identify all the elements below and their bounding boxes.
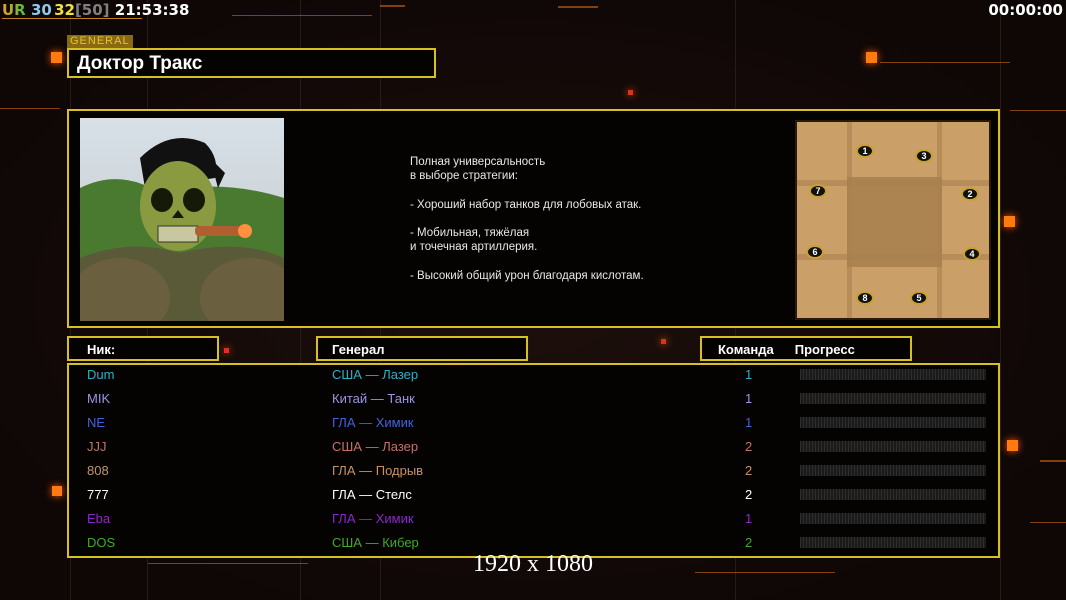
player-nick: Dum (87, 367, 115, 382)
player-team: 2 (745, 439, 753, 454)
spawn-8: 8 (856, 291, 874, 305)
player-row[interactable]: JJJ США — Лазер 2 (69, 437, 998, 461)
player-nick: 777 (87, 487, 109, 502)
map-preview[interactable]: 1 2 3 4 5 6 7 8 (795, 120, 991, 320)
player-team: 2 (745, 487, 753, 502)
player-row[interactable]: DOS США — Кибер 2 (69, 533, 998, 557)
player-row[interactable]: MIK Китай — Танк 1 (69, 389, 998, 413)
player-nick: JJJ (87, 439, 107, 454)
header-nick-label: Ник: (87, 342, 116, 357)
general-name: Доктор Тракс (67, 48, 436, 78)
header-general: Генерал (316, 336, 528, 361)
player-progress-bar (800, 393, 986, 404)
hud-value: 32 (54, 1, 75, 19)
player-progress-bar (800, 417, 986, 428)
hud-stats: UR 30 32[50] 21:53:38 (2, 1, 189, 19)
player-row[interactable]: Dum США — Лазер 1 (69, 365, 998, 389)
player-progress-bar (800, 537, 986, 548)
player-progress-bar (800, 369, 986, 380)
player-general: ГЛА — Подрыв (332, 463, 424, 478)
player-progress-bar (800, 513, 986, 524)
general-portrait (80, 118, 284, 321)
spawn-2: 2 (961, 187, 979, 201)
player-general: ГЛА — Химик (332, 415, 414, 430)
player-row[interactable]: Eba ГЛА — Химик 1 (69, 509, 998, 533)
player-general: Китай — Танк (332, 391, 415, 406)
player-team: 1 (745, 367, 753, 382)
header-general-label: Генерал (332, 342, 385, 357)
general-info-panel: Полная универсальность в выборе стратеги… (67, 109, 1000, 328)
game-timer: 00:00:00 (988, 1, 1063, 19)
player-team: 2 (745, 535, 753, 550)
header-nick: Ник: (67, 336, 219, 361)
player-nick: NE (87, 415, 106, 430)
player-list: Dum США — Лазер 1 MIK Китай — Танк 1 NE … (67, 363, 1000, 558)
resolution-label: 1920 x 1080 (473, 551, 593, 577)
spawn-3: 3 (915, 149, 933, 163)
player-progress-bar (800, 441, 986, 452)
spawn-4: 4 (963, 247, 981, 261)
general-label: GENERAL (67, 35, 133, 48)
player-general: США — Лазер (332, 367, 419, 382)
player-nick: Eba (87, 511, 111, 526)
hud-cap: [50] (74, 1, 110, 19)
header-team-label: Команда (718, 342, 774, 357)
hud-ur: UR (2, 1, 26, 19)
header-progress-label: Прогресс (794, 342, 855, 357)
hud-fps: 30 (30, 1, 52, 19)
spawn-6: 6 (806, 245, 824, 259)
player-general: ГЛА — Химик (332, 511, 414, 526)
player-nick: 808 (87, 463, 109, 478)
player-general: ГЛА — Стелс (332, 487, 412, 502)
header-team-progress: Команда Прогресс (700, 336, 912, 361)
player-row[interactable]: NE ГЛА — Химик 1 (69, 413, 998, 437)
player-team: 1 (745, 391, 753, 406)
spawn-7: 7 (809, 184, 827, 198)
player-row[interactable]: 777 ГЛА — Стелс 2 (69, 485, 998, 509)
player-team: 2 (745, 463, 753, 478)
player-progress-bar (800, 465, 986, 476)
player-row[interactable]: 808 ГЛА — Подрыв 2 (69, 461, 998, 485)
general-description: Полная универсальность в выборе стратеги… (410, 156, 644, 282)
hud-time: 21:53:38 (114, 1, 190, 19)
player-progress-bar (800, 489, 986, 500)
player-general: США — Кибер (332, 535, 419, 550)
spawn-5: 5 (910, 291, 928, 305)
player-team: 1 (745, 511, 753, 526)
spawn-1: 1 (856, 144, 874, 158)
player-nick: DOS (87, 535, 116, 550)
player-team: 1 (745, 415, 753, 430)
player-nick: MIK (87, 391, 111, 406)
player-general: США — Лазер (332, 439, 419, 454)
